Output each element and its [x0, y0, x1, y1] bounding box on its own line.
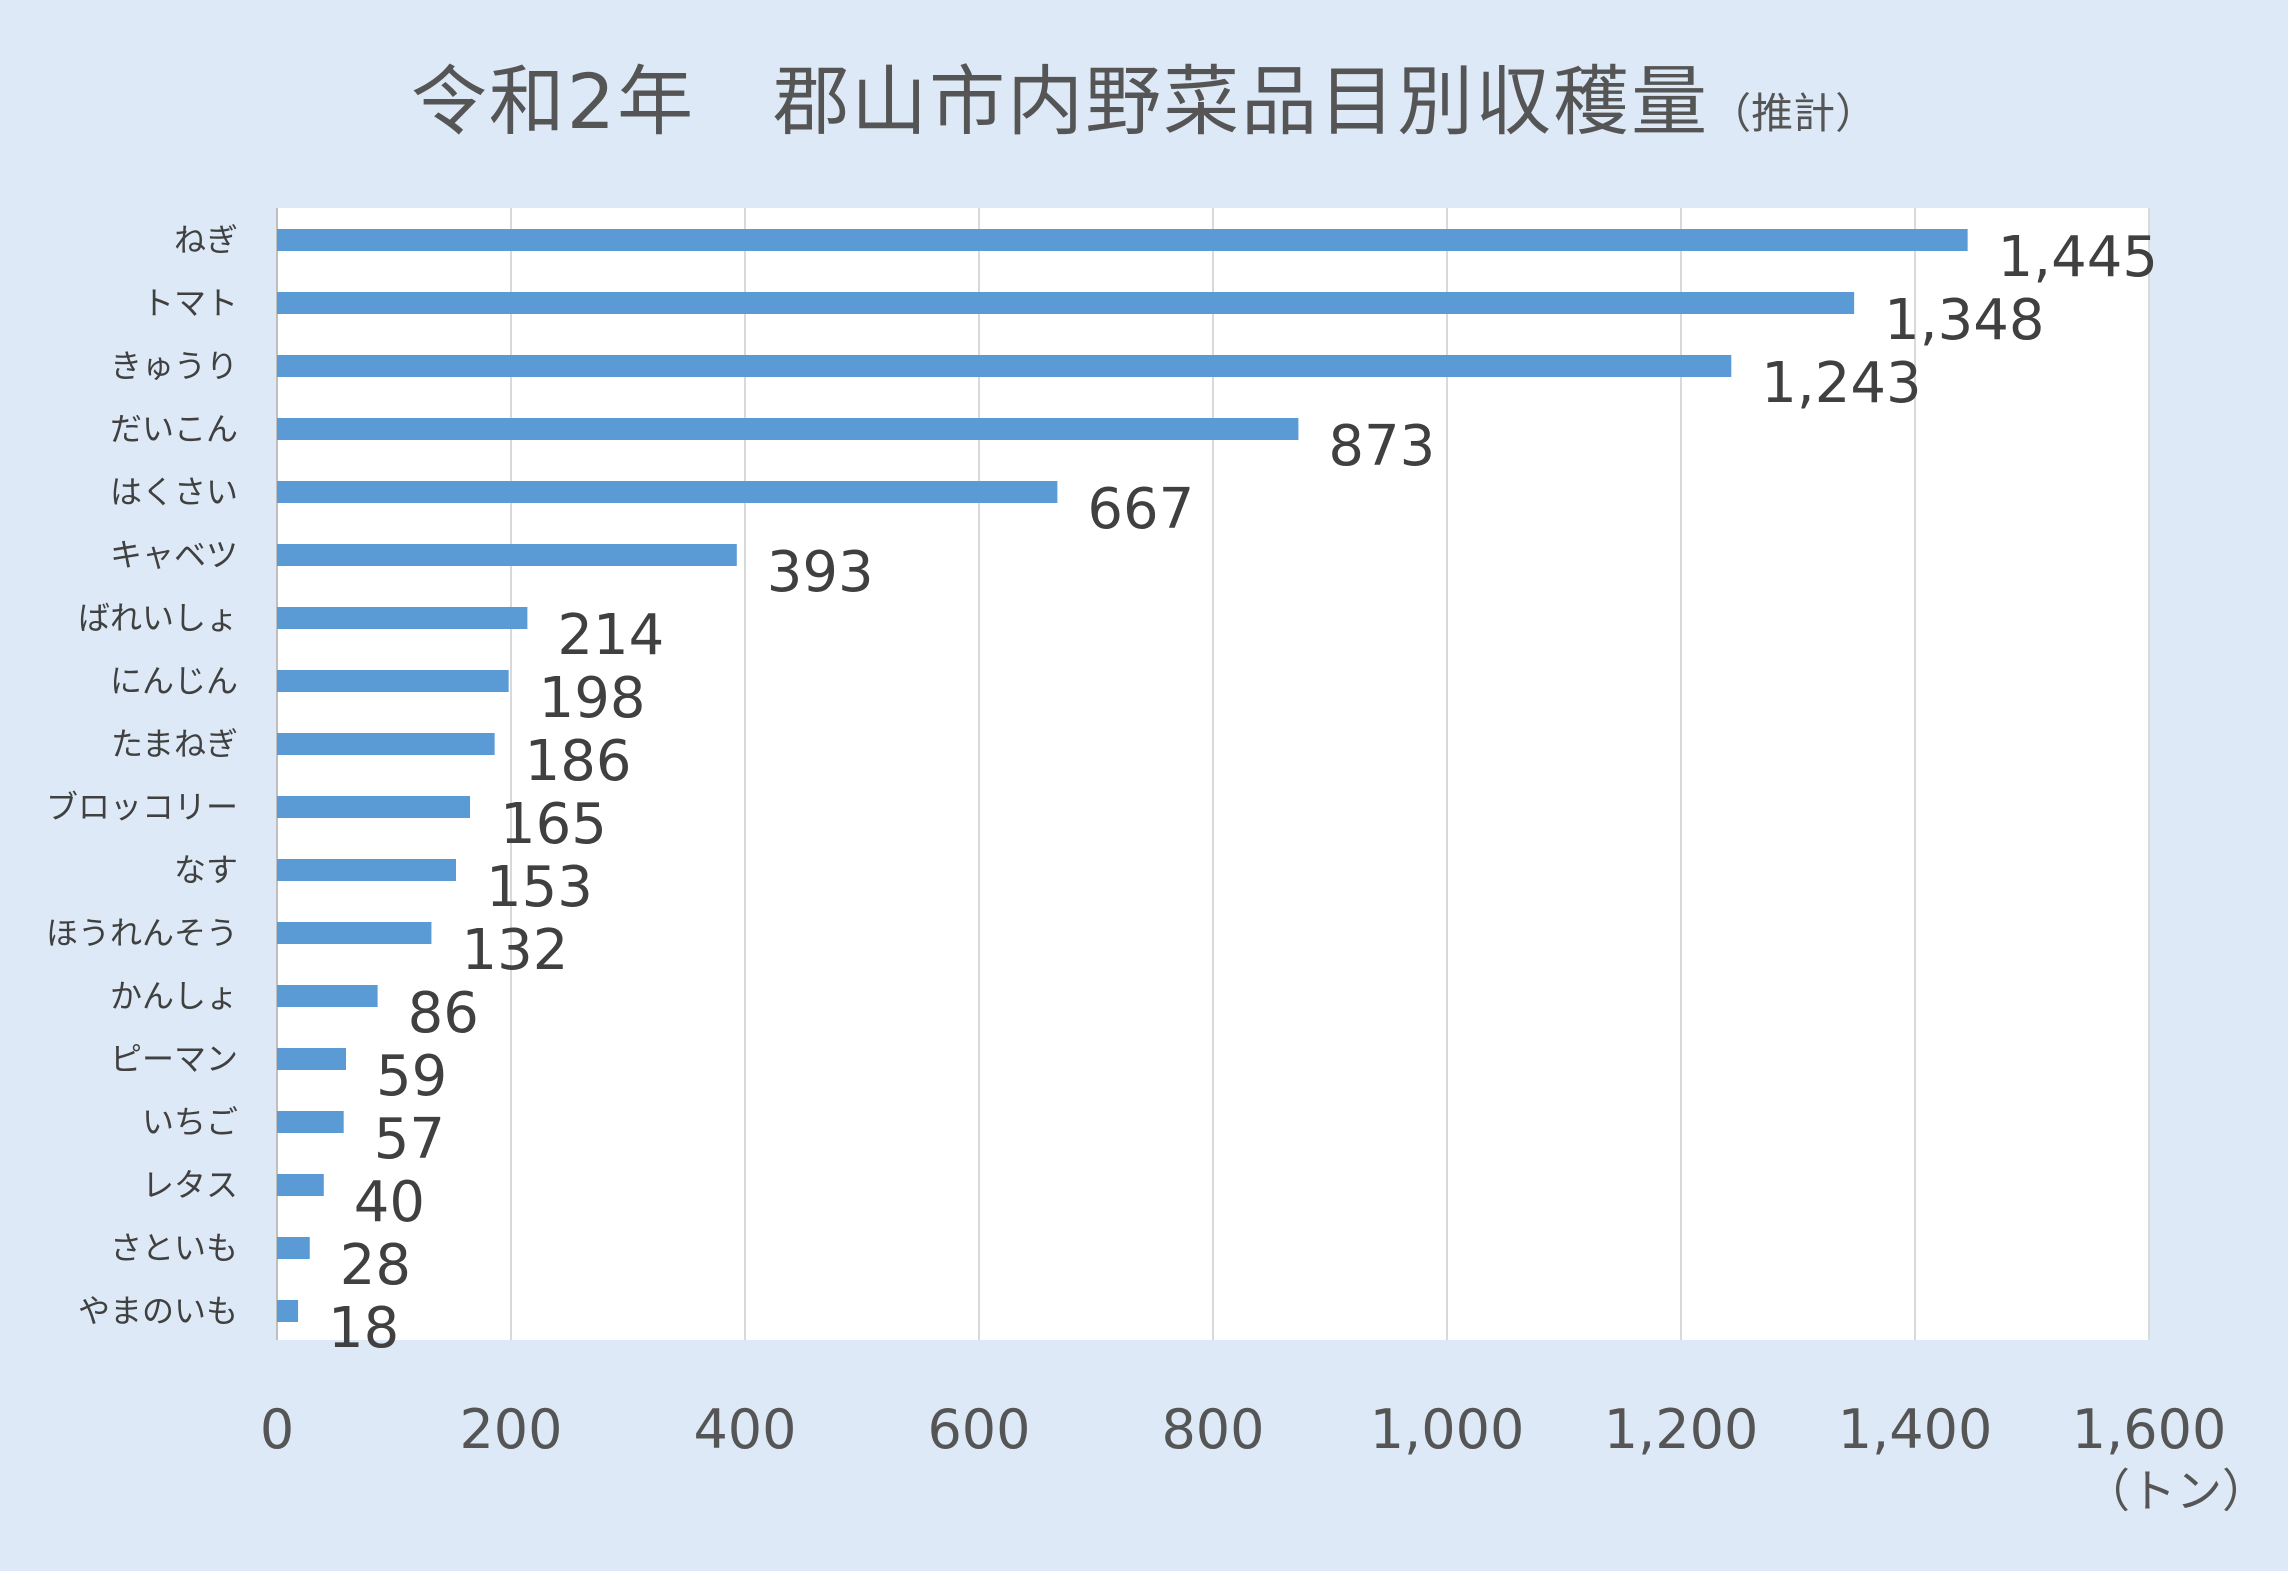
bar	[277, 922, 432, 944]
category-label: かんしょ	[110, 977, 238, 1015]
data-label: 667	[1087, 477, 1194, 542]
bar	[277, 1048, 347, 1070]
category-label: だいこん	[110, 410, 238, 448]
category-label: やまのいも	[78, 1292, 238, 1330]
category-label: なす	[174, 851, 238, 889]
bar	[277, 418, 1299, 440]
category-label: きゅうり	[110, 347, 238, 385]
x-tick-label: 0	[260, 1398, 294, 1461]
bar	[277, 859, 457, 881]
data-labels: 1,4451,3481,2438736673932141981861651531…	[328, 225, 2158, 1361]
data-label: 214	[557, 603, 664, 668]
data-label: 198	[539, 666, 646, 731]
bar	[277, 607, 528, 629]
chart-title: 令和2年 郡山市内野菜品目別収穫量（推計）	[0, 40, 2288, 150]
category-labels: ねぎトマトきゅうりだいこんはくさいキャベツばれいしょにんじんたまねぎブロッコリー…	[46, 221, 238, 1330]
x-tick-label: 600	[927, 1398, 1030, 1461]
bar	[277, 355, 1732, 377]
bars	[277, 229, 1968, 1322]
x-tick-label: 1,400	[1838, 1398, 1993, 1461]
x-tick-label: 400	[693, 1398, 796, 1461]
category-label: たまねぎ	[111, 725, 238, 763]
bar	[277, 985, 378, 1007]
bar	[277, 481, 1058, 503]
data-label: 153	[486, 855, 593, 920]
bar	[277, 733, 495, 755]
x-tick-label: 1,000	[1370, 1398, 1525, 1461]
category-label: いちご	[142, 1103, 238, 1141]
category-label: ほうれんそう	[46, 914, 238, 952]
bar	[277, 544, 737, 566]
data-label: 165	[500, 792, 607, 857]
bar	[277, 1174, 324, 1196]
data-label: 186	[525, 729, 632, 794]
data-label: 1,243	[1761, 351, 1921, 416]
title-main: 令和2年 郡山市内野菜品目別収穫量	[410, 57, 1710, 146]
x-tick-label: 200	[459, 1398, 562, 1461]
data-label: 86	[408, 981, 479, 1046]
category-label: ばれいしょ	[78, 599, 238, 637]
bar	[277, 292, 1855, 314]
category-label: ピーマン	[110, 1040, 238, 1078]
bar	[277, 1300, 299, 1322]
category-label: はくさい	[110, 473, 238, 511]
data-label: 28	[340, 1233, 411, 1298]
category-label: にんじん	[110, 662, 238, 700]
category-label: ブロッコリー	[46, 788, 238, 826]
bar	[277, 1237, 310, 1259]
bar	[277, 229, 1968, 251]
data-label: 1,445	[1998, 225, 2158, 290]
gridlines	[276, 208, 2150, 1340]
data-label: 132	[461, 918, 568, 983]
x-tick-label: 1,200	[1604, 1398, 1759, 1461]
category-label: ねぎ	[174, 221, 238, 259]
data-label: 57	[374, 1107, 445, 1172]
bar	[277, 670, 509, 692]
bar	[277, 796, 471, 818]
data-label: 40	[354, 1170, 425, 1235]
x-tick-label: 1,600	[2072, 1398, 2227, 1461]
x-tick-label: 800	[1161, 1398, 1264, 1461]
title-subtitle: （推計）	[1709, 89, 1878, 138]
data-label: 873	[1328, 414, 1435, 479]
bar	[277, 1111, 344, 1133]
data-label: 1,348	[1884, 288, 2044, 353]
category-label: さといも	[110, 1229, 238, 1267]
x-axis-unit-label: （トン）	[2084, 1464, 2268, 1518]
category-label: キャベツ	[110, 536, 238, 574]
category-label: トマト	[142, 284, 238, 322]
data-label: 59	[376, 1044, 447, 1109]
category-label: レタス	[142, 1166, 238, 1204]
data-label: 393	[767, 540, 874, 605]
x-axis-ticks: 0 200 400 600 800 1,000 1,200 1,400 1,600	[260, 1398, 2226, 1461]
data-label: 18	[328, 1296, 399, 1361]
